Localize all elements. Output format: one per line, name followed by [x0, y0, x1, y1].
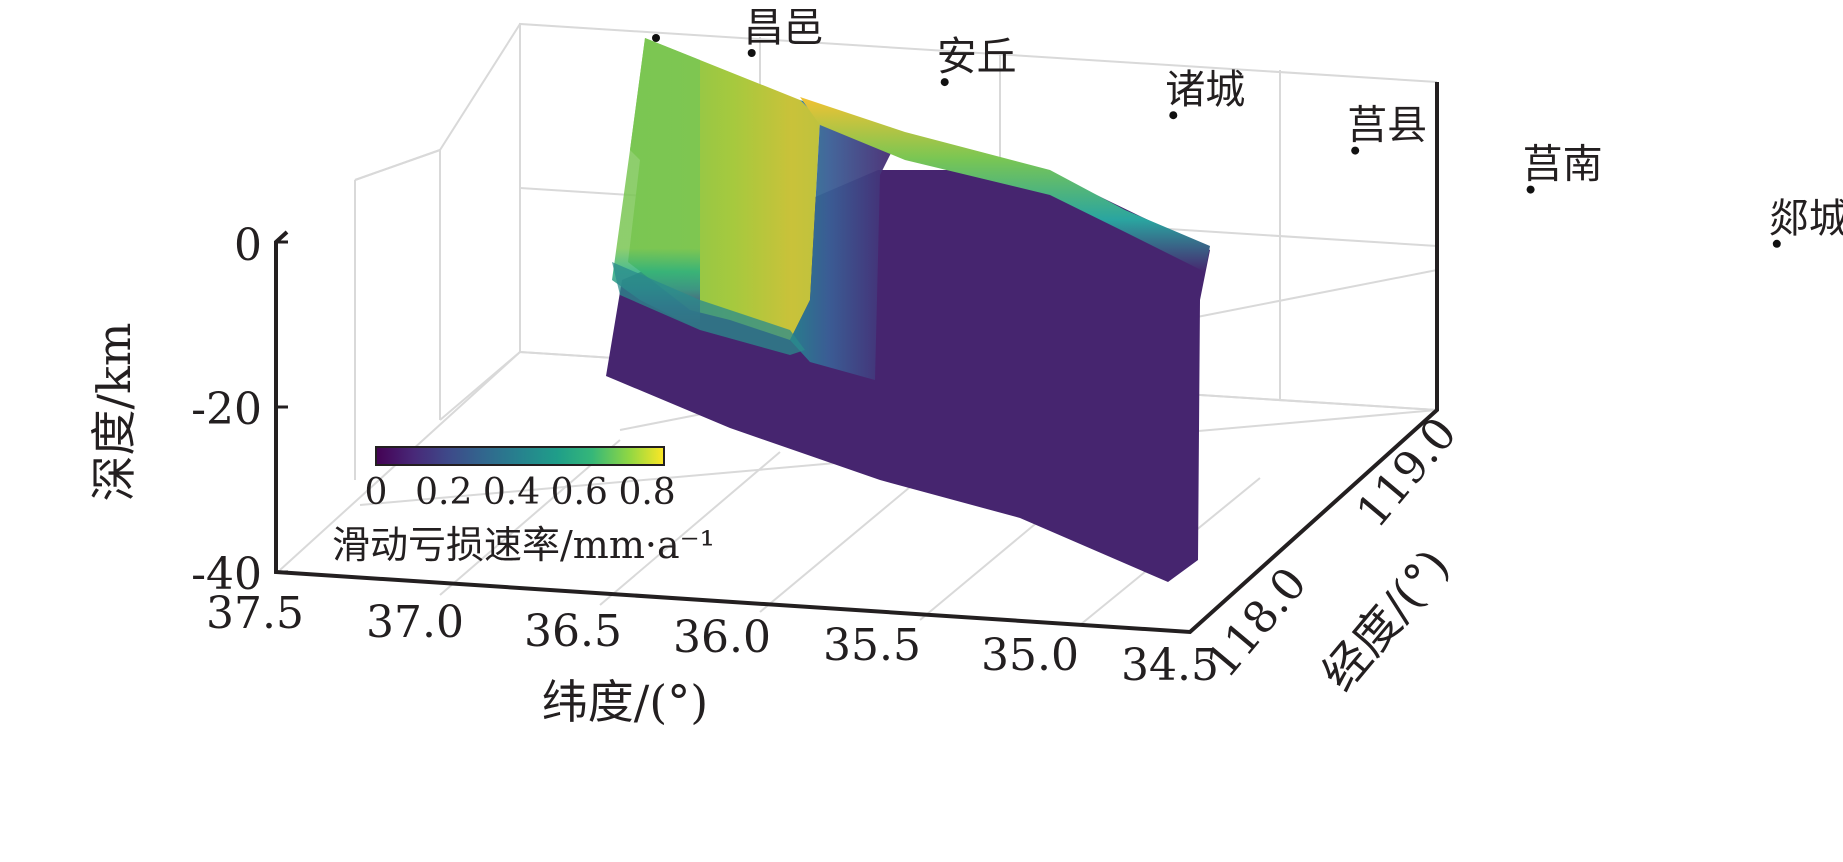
lat-tick: 35.5	[823, 620, 921, 671]
fault-trace-point	[747, 49, 756, 57]
colorbar-tick-label: 0.2	[415, 472, 472, 513]
surface-transition	[790, 100, 900, 380]
fault-trace-point	[940, 78, 949, 87]
lat-tick: 34.5	[1121, 640, 1219, 691]
city-label: 莒南	[1523, 142, 1603, 188]
fault-trace-point	[652, 34, 660, 42]
colorbar-tick-label: 0.6	[551, 472, 608, 513]
axis-box	[274, 82, 1439, 635]
lat-tick: 35.0	[981, 630, 1079, 681]
depth-tick-0: 0	[234, 220, 262, 271]
depth-axis-label: 深度/km	[87, 323, 141, 502]
city-label: 郯城	[1769, 196, 1843, 242]
lat-tick: 37.0	[366, 597, 464, 648]
longitude-axis-label: 经度/(°)	[1312, 539, 1460, 701]
colorbar-tick-label: 0.8	[618, 472, 675, 513]
city-label: 安丘	[937, 34, 1017, 80]
fault-trace-point	[1351, 146, 1360, 155]
fault-trace-point	[1169, 111, 1178, 120]
colorbar-label: 滑动亏损速率/mm·a⁻¹	[332, 523, 715, 567]
axis-ticks	[276, 240, 288, 574]
city-label: 莒县	[1347, 103, 1427, 149]
fault-trace-point	[1526, 185, 1535, 194]
colorbar: 0 0.2 0.4 0.6 0.8 滑动亏损速率/mm·a⁻¹	[332, 446, 715, 567]
city-label: 昌邑	[744, 5, 824, 51]
latitude-ticks: 37.5 37.0 36.5 36.0 35.5 35.0 34.5	[206, 588, 1219, 691]
fault-surface	[606, 38, 1210, 582]
surface-shallow-strip	[800, 97, 1210, 272]
surface-locked-north-edge	[612, 38, 700, 330]
latitude-axis-label: 纬度/(°)	[542, 675, 708, 729]
colorbar-ticks: 0 0.2 0.4 0.6 0.8	[365, 472, 676, 513]
surface-locked-base	[612, 262, 805, 355]
fault-trace-point	[1772, 239, 1781, 248]
depth-tick-40: -40	[191, 549, 262, 600]
colorbar-tick-label: 0.4	[483, 472, 540, 513]
lat-tick: 36.5	[524, 606, 622, 657]
lat-tick: 36.0	[673, 612, 771, 663]
lat-tick: 37.5	[206, 588, 304, 639]
colorbar-tick-label: 0	[365, 472, 388, 513]
colorbar-gradient	[375, 446, 665, 466]
depth-tick-20: -20	[191, 384, 262, 435]
city-label: 诸城	[1165, 67, 1245, 113]
lon-tick-118: 118.0	[1197, 558, 1317, 687]
